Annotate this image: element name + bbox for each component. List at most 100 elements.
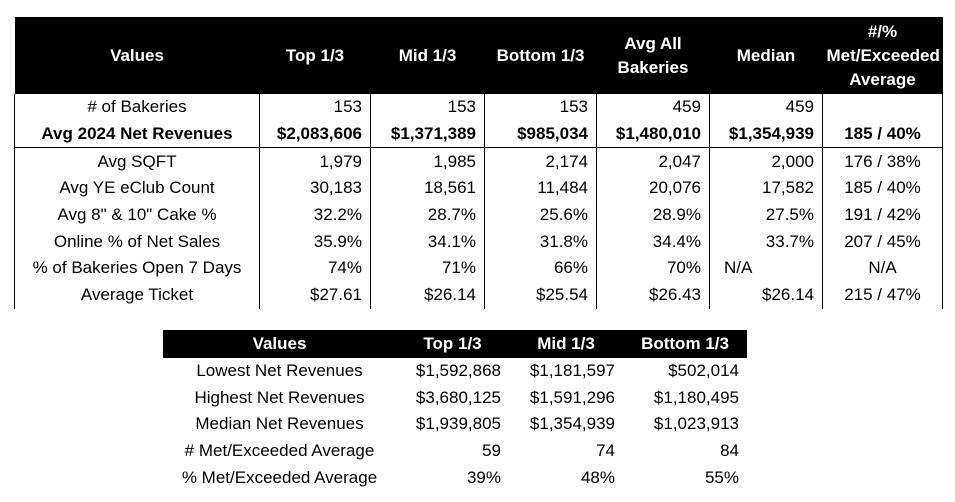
cell: 153 xyxy=(370,94,485,121)
cell: 35.9% xyxy=(259,228,371,256)
cell: 33.7% xyxy=(709,228,823,256)
cell: 18,561 xyxy=(370,175,485,202)
cell: 34.1% xyxy=(370,228,485,256)
cell: $1,371,389 xyxy=(370,120,485,149)
header-top-third: Top 1/3 xyxy=(259,17,371,94)
cell: 2,000 xyxy=(709,147,823,176)
cell: 55% xyxy=(704,467,739,487)
cell: 25.6% xyxy=(484,201,597,229)
cell: 27.5% xyxy=(709,201,823,229)
row-label: Highest Net Revenues xyxy=(194,387,365,407)
cell: 28.7% xyxy=(370,201,485,229)
cell: 66% xyxy=(484,255,597,282)
cell: 191 / 42% xyxy=(822,201,943,229)
cell: $25.54 xyxy=(484,281,597,309)
net-revenue-summary-table: Values Top 1/3 Mid 1/3 Bottom 1/3 Lowest… xyxy=(163,330,747,491)
table-header-row: Values Top 1/3 Mid 1/3 Bottom 1/3 xyxy=(163,330,747,358)
header-avg-all-bakeries: Avg All Bakeries xyxy=(596,17,710,94)
header-values: Values xyxy=(163,330,396,358)
cell: 59 xyxy=(482,441,501,461)
cell: 2,174 xyxy=(484,147,597,176)
header-values: Values xyxy=(14,17,260,94)
cell: 39% xyxy=(466,467,501,487)
table-row: # of Bakeries 153 153 153 459 459 xyxy=(14,94,943,121)
row-label: # of Bakeries xyxy=(14,94,260,121)
table-row: Highest Net Revenues $3,680,125 $1,591,2… xyxy=(163,385,747,412)
table-header-row: Values Top 1/3 Mid 1/3 Bottom 1/3 Avg Al… xyxy=(14,17,943,94)
cell: $26.43 xyxy=(596,281,710,309)
cell: $3,680,125 xyxy=(415,387,501,407)
cell: $1,181,597 xyxy=(529,361,615,381)
cell: 153 xyxy=(484,94,597,121)
cell: 1,985 xyxy=(370,147,485,176)
row-label: Median Net Revenues xyxy=(195,414,364,434)
cell: 74% xyxy=(259,255,371,282)
cell: 153 xyxy=(259,94,371,121)
cell: $26.14 xyxy=(370,281,485,309)
cell: 11,484 xyxy=(484,175,597,202)
table-row: Lowest Net Revenues $1,592,868 $1,181,59… xyxy=(163,358,747,385)
cell: 34.4% xyxy=(596,228,710,256)
header-met-exceeded: #/% Met/Exceeded Average xyxy=(822,17,943,94)
cell: $1,354,939 xyxy=(529,414,615,434)
table-row: Avg 2024 Net Revenues $2,083,606 $1,371,… xyxy=(14,120,943,149)
row-label: Avg YE eClub Count xyxy=(14,175,260,202)
row-label: Online % of Net Sales xyxy=(14,228,260,256)
table-row: Avg YE eClub Count 30,183 18,561 11,484 … xyxy=(14,175,943,202)
bakery-metrics-table: Values Top 1/3 Mid 1/3 Bottom 1/3 Avg Al… xyxy=(14,17,943,309)
cell: $1,592,868 xyxy=(415,361,501,381)
cell: 17,582 xyxy=(709,175,823,202)
cell: $26.14 xyxy=(709,281,823,309)
cell: 31.8% xyxy=(484,228,597,256)
row-label: Avg SQFT xyxy=(14,147,260,176)
row-label: Lowest Net Revenues xyxy=(196,361,363,381)
row-label: Average Ticket xyxy=(14,281,260,309)
table-row: # Met/Exceeded Average 59 74 84 xyxy=(163,438,747,465)
header-bottom-third: Bottom 1/3 xyxy=(623,330,747,358)
cell: 32.2% xyxy=(259,201,371,229)
cell xyxy=(822,94,943,121)
cell: 30,183 xyxy=(259,175,371,202)
header-mid-third: Mid 1/3 xyxy=(370,17,485,94)
table-row: Average Ticket $27.61 $26.14 $25.54 $26.… xyxy=(14,281,943,309)
cell: 28.9% xyxy=(596,201,710,229)
cell: $1,180,495 xyxy=(653,387,739,407)
header-bottom-third: Bottom 1/3 xyxy=(484,17,597,94)
cell: 70% xyxy=(596,255,710,282)
table-row: % Met/Exceeded Average 39% 48% 55% xyxy=(163,464,747,491)
cell: $502,014 xyxy=(668,361,739,381)
table-row: Avg SQFT 1,979 1,985 2,174 2,047 2,000 1… xyxy=(14,147,943,176)
row-label: # Met/Exceeded Average xyxy=(184,441,375,461)
header-top-third: Top 1/3 xyxy=(396,330,509,358)
cell: 185 / 40% xyxy=(822,175,943,202)
cell: 215 / 47% xyxy=(822,281,943,309)
cell: 84 xyxy=(720,441,739,461)
cell: 459 xyxy=(709,94,823,121)
table-row: Avg 8" & 10" Cake % 32.2% 28.7% 25.6% 28… xyxy=(14,201,943,229)
cell: N/A xyxy=(709,255,823,282)
cell: 71% xyxy=(370,255,485,282)
cell: $1,480,010 xyxy=(596,120,710,149)
row-label: Avg 2024 Net Revenues xyxy=(14,120,260,149)
cell: 1,979 xyxy=(259,147,371,176)
cell: $1,023,913 xyxy=(653,414,739,434)
cell: $985,034 xyxy=(484,120,597,149)
table-row: % of Bakeries Open 7 Days 74% 71% 66% 70… xyxy=(14,255,943,282)
cell: 459 xyxy=(596,94,710,121)
cell: 74 xyxy=(596,441,615,461)
cell: $2,083,606 xyxy=(259,120,371,149)
row-label: % Met/Exceeded Average xyxy=(181,467,378,487)
row-label: Avg 8" & 10" Cake % xyxy=(14,201,260,229)
cell: 2,047 xyxy=(596,147,710,176)
row-label: % of Bakeries Open 7 Days xyxy=(14,255,260,282)
cell: 207 / 45% xyxy=(822,228,943,256)
cell: N/A xyxy=(822,255,943,282)
cell: $1,939,805 xyxy=(415,414,501,434)
header-mid-third: Mid 1/3 xyxy=(509,330,623,358)
cell: 176 / 38% xyxy=(822,147,943,176)
cell: $1,591,296 xyxy=(529,387,615,407)
cell: $1,354,939 xyxy=(709,120,823,149)
cell: 185 / 40% xyxy=(822,120,943,149)
cell: 20,076 xyxy=(596,175,710,202)
cell: $27.61 xyxy=(259,281,371,309)
